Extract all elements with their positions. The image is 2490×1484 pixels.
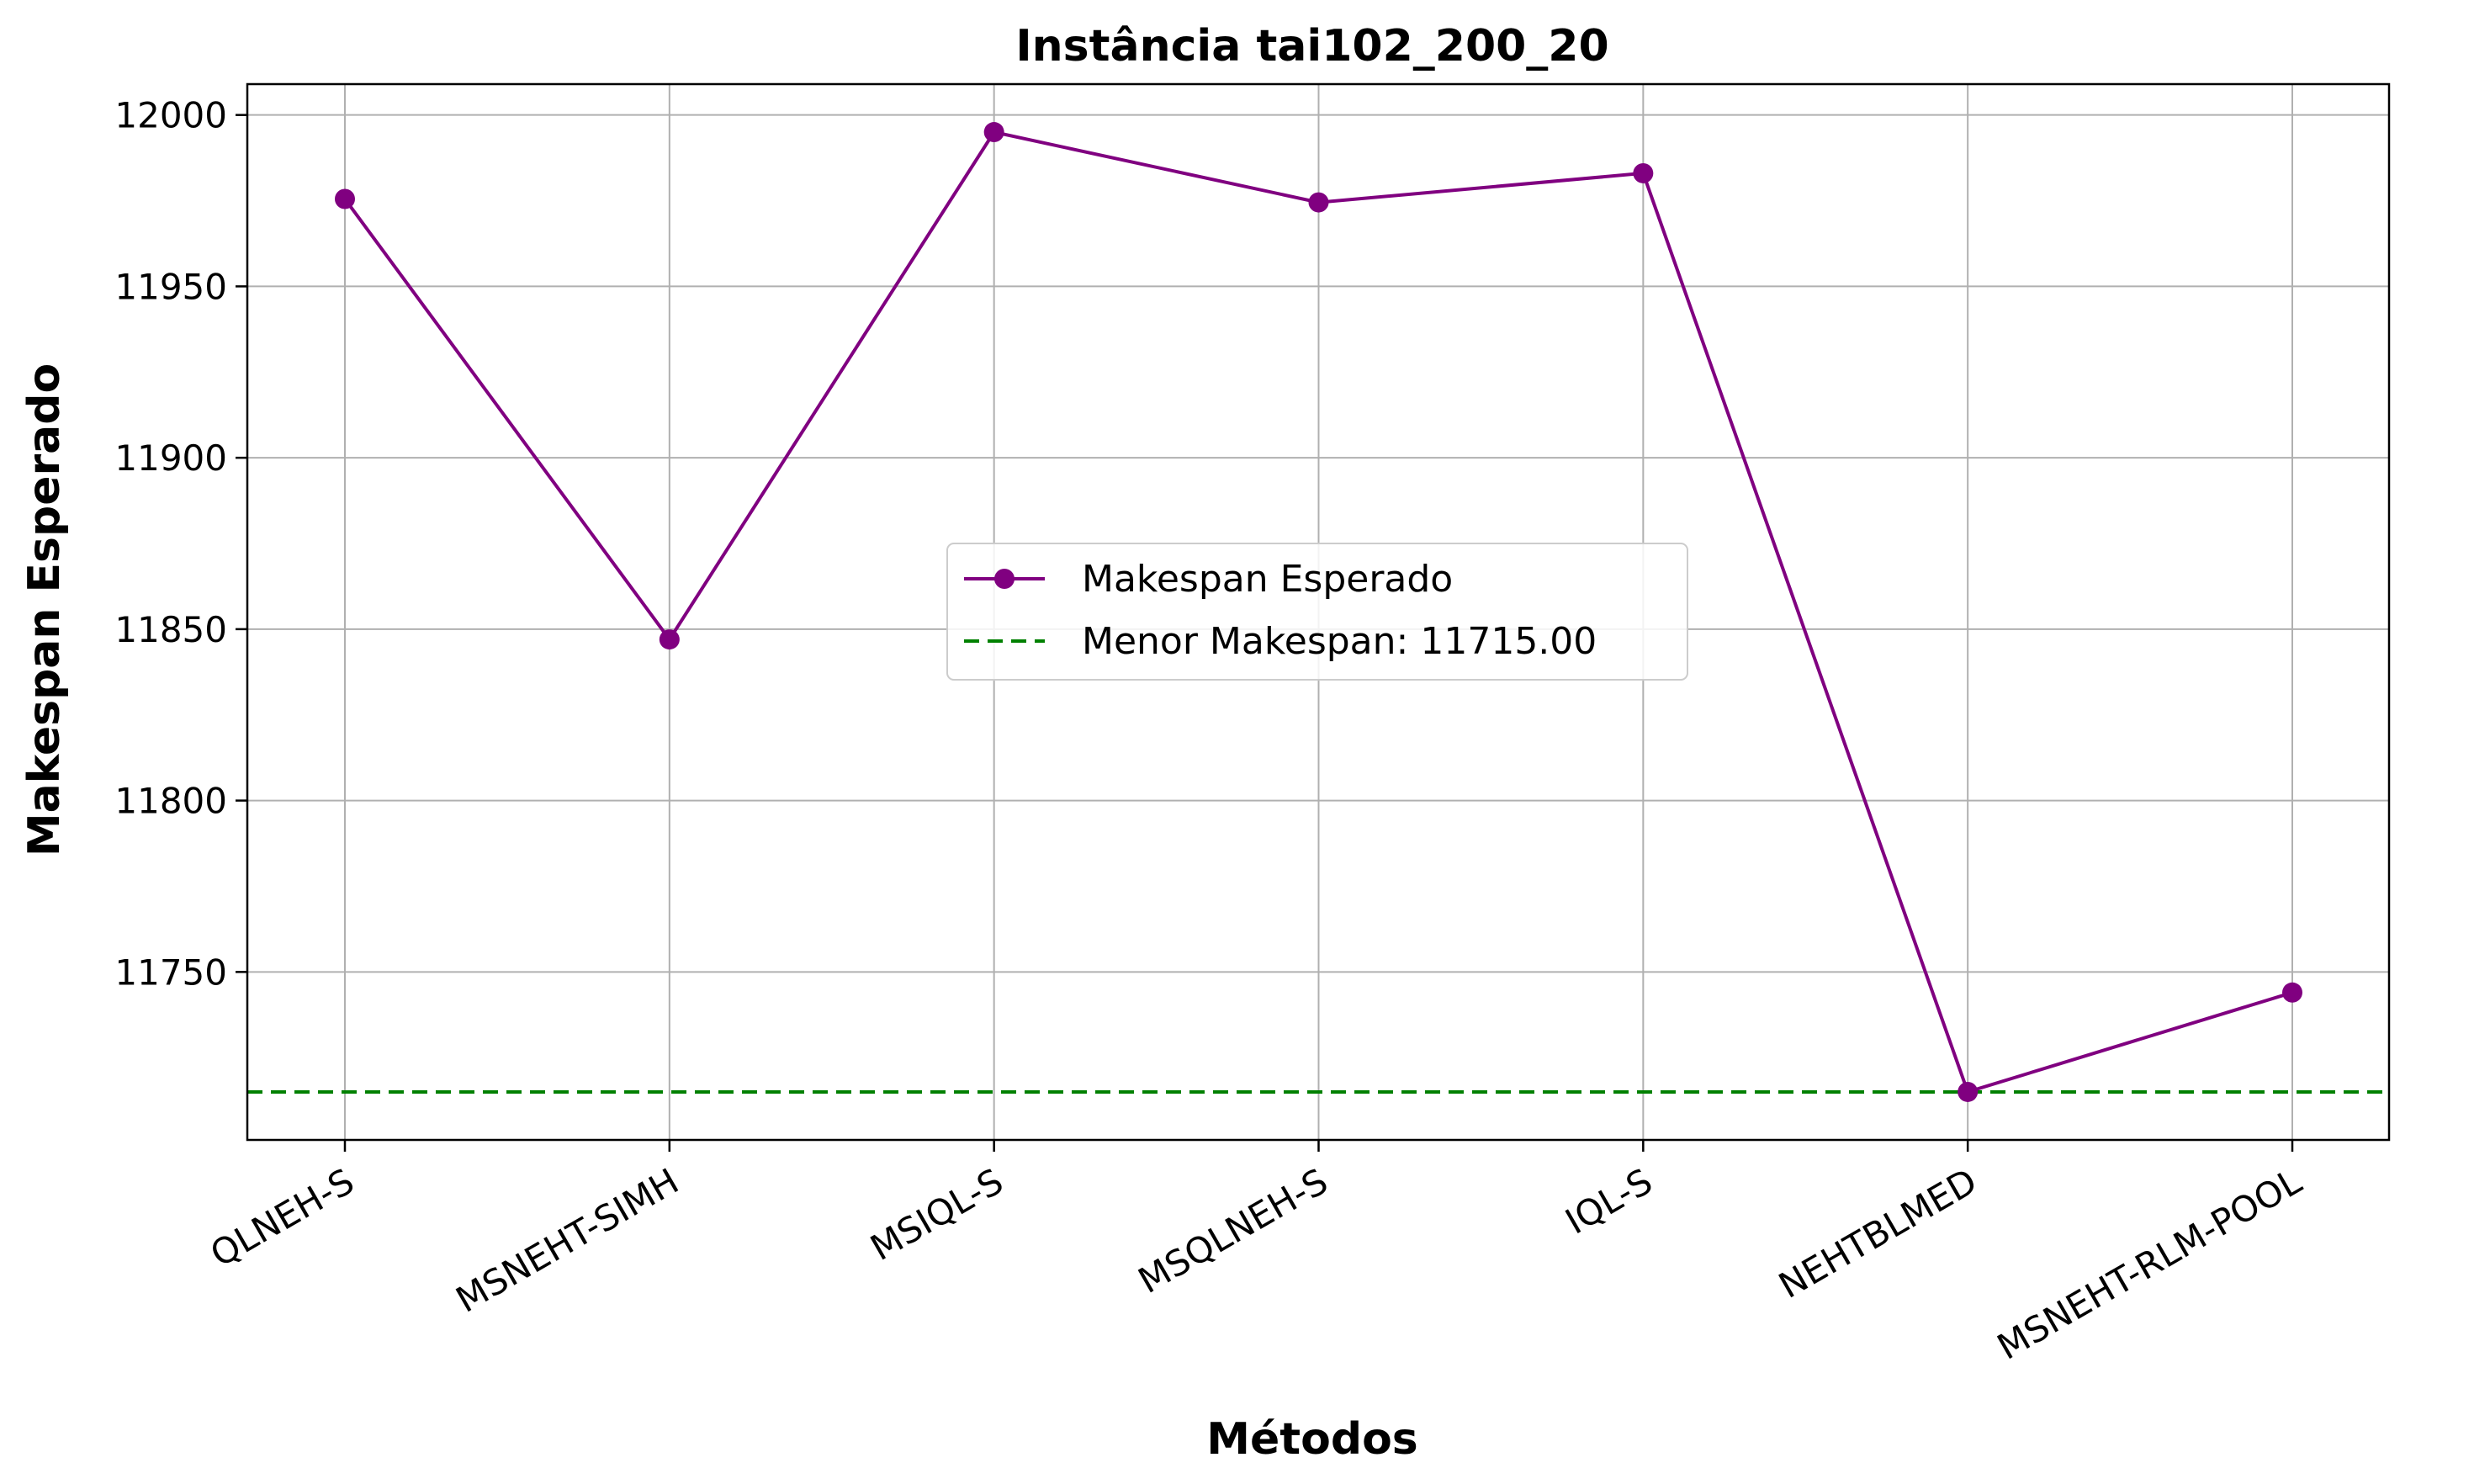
y-axis-title: Makespan Esperado — [19, 363, 70, 856]
series-group — [335, 122, 2302, 1102]
data-point — [1308, 192, 1329, 213]
chart-title: Instância tai102_200_20 — [1015, 21, 1608, 72]
legend-marker-swatch — [994, 569, 1015, 589]
legend-box — [946, 543, 1688, 681]
y-tick-label: 11900 — [114, 437, 227, 479]
data-point — [335, 188, 355, 209]
legend: Makespan Esperado Menor Makespan: 11715.… — [946, 543, 1688, 681]
y-tick-label: 11950 — [114, 266, 227, 307]
y-axis-ticks: 11750 11800 11850 11900 11950 12000 — [114, 95, 247, 993]
legend-label-reference: Menor Makespan: 11715.00 — [1082, 620, 1597, 663]
y-tick-label: 11800 — [114, 781, 227, 822]
data-point — [983, 122, 1004, 143]
x-axis-title: Métodos — [1206, 1414, 1418, 1465]
data-point — [659, 629, 680, 650]
y-tick-label: 11750 — [114, 951, 227, 993]
data-point — [1958, 1081, 1979, 1102]
y-tick-label: 11850 — [114, 609, 227, 650]
data-point — [2282, 982, 2302, 1003]
data-point — [1633, 162, 1654, 183]
y-tick-label: 12000 — [114, 95, 227, 136]
legend-label-makespan: Makespan Esperado — [1082, 558, 1453, 601]
